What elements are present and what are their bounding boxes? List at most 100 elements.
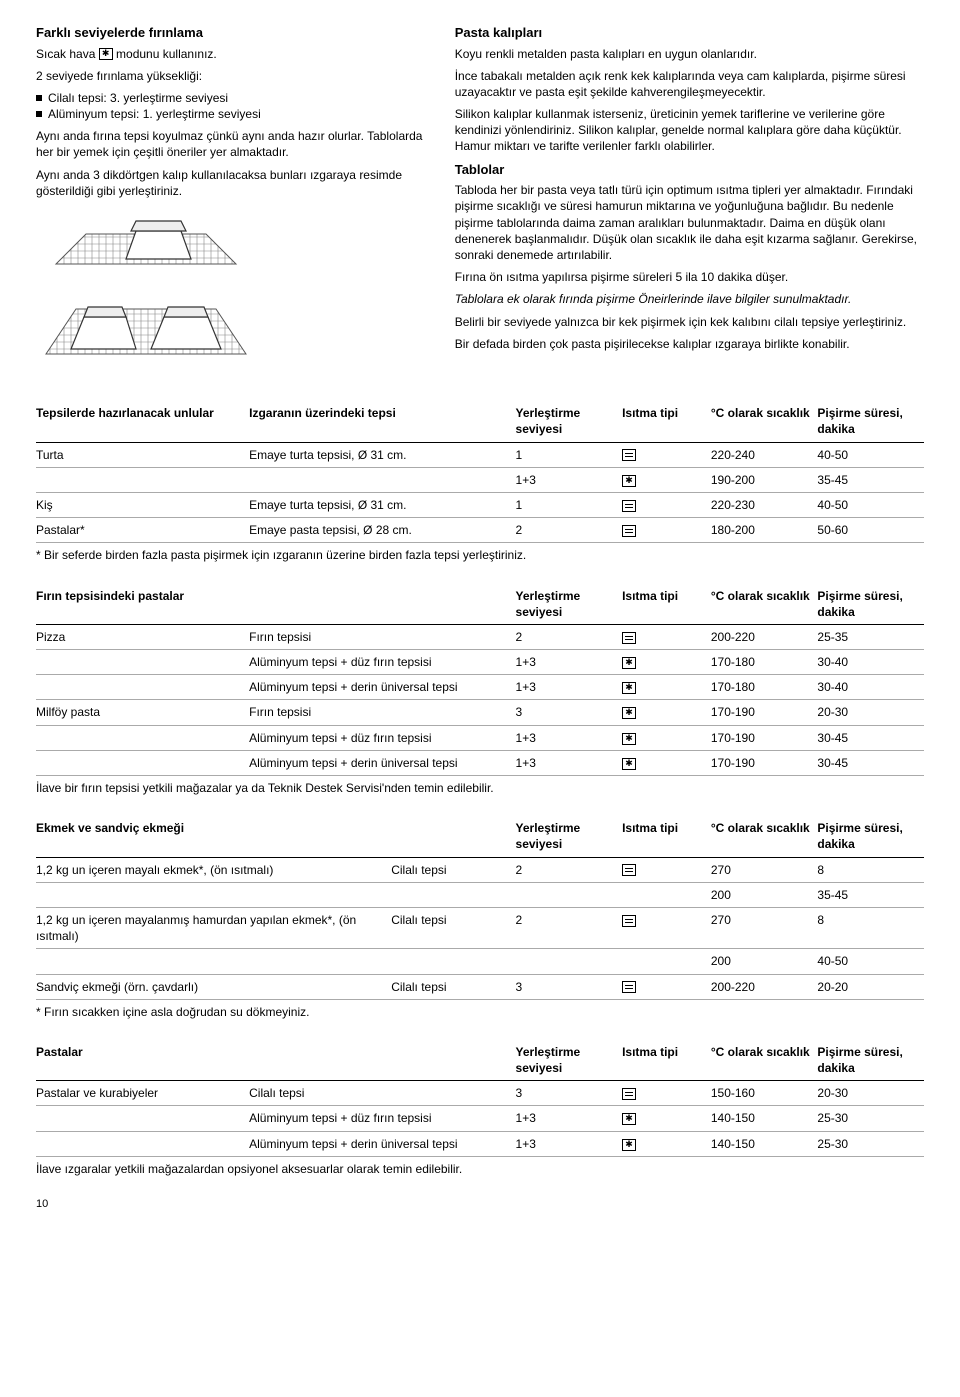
table-header-row: Tepsilerde hazırlanacak unlular Izgaranı… (36, 401, 924, 442)
cell: 1 (516, 492, 623, 517)
table-2-footnote: İlave bir fırın tepsisi yetkili mağazala… (36, 780, 924, 796)
cell: 20-30 (817, 700, 924, 725)
cell: 1 (516, 442, 623, 467)
cell: 40-50 (817, 442, 924, 467)
cell: Pizza (36, 624, 249, 649)
table-row: Milföy pastaFırın tepsisi3170-19020-30 (36, 700, 924, 725)
cell: 8 (817, 907, 924, 948)
cell (622, 907, 711, 948)
cell: 30-40 (817, 675, 924, 700)
cell: 25-30 (817, 1131, 924, 1156)
cell: 8 (817, 857, 924, 882)
th: Yerleştirme seviyesi (516, 816, 623, 857)
hot-air-icon (622, 682, 636, 694)
cell: Pastalar* (36, 518, 249, 543)
cell: Sandviç ekmeği (örn. çavdarlı) (36, 974, 391, 999)
table-2-section: Fırın tepsisindeki pastalar Yerleştirme … (36, 584, 924, 797)
cell (36, 949, 391, 974)
top-bottom-heat-icon (622, 525, 636, 537)
cell: 20-20 (817, 974, 924, 999)
cell (622, 750, 711, 775)
cell: 25-30 (817, 1106, 924, 1131)
cell (622, 518, 711, 543)
cell: Cilalı tepsi (249, 1081, 515, 1106)
cell: Emaye pasta tepsisi, Ø 28 cm. (249, 518, 515, 543)
hot-air-icon (622, 1139, 636, 1151)
top-bottom-heat-icon (622, 449, 636, 461)
cell: 200-220 (711, 624, 818, 649)
cell: Alüminyum tepsi + düz fırın tepsisi (249, 725, 515, 750)
cell: 220-230 (711, 492, 818, 517)
right-p5: Fırına ön ısıtma yapılırsa pişirme sürel… (455, 269, 924, 285)
th: Tepsilerde hazırlanacak unlular (36, 401, 249, 442)
cell (622, 949, 711, 974)
cell (622, 1106, 711, 1131)
th: °C olarak sıcaklık (711, 584, 818, 625)
text: Sıcak hava (36, 47, 99, 61)
hot-air-icon (622, 1113, 636, 1125)
right-heading-1: Pasta kalıpları (455, 24, 924, 42)
top-bottom-heat-icon (622, 915, 636, 927)
list-item: Cilalı tepsi: 3. yerleştirme seviyesi (36, 90, 427, 106)
table-row: KişEmaye turta tepsisi, Ø 31 cm.1220-230… (36, 492, 924, 517)
cell: 1+3 (516, 1106, 623, 1131)
cell: 1+3 (516, 1131, 623, 1156)
cell: 2 (516, 907, 623, 948)
table-row: TurtaEmaye turta tepsisi, Ø 31 cm.1220-2… (36, 442, 924, 467)
cell (622, 1131, 711, 1156)
bullet-icon (36, 95, 42, 101)
table-4: Pastalar Yerleştirme seviyesi Isıtma tip… (36, 1040, 924, 1157)
cell (36, 750, 249, 775)
cell: Cilalı tepsi (391, 857, 515, 882)
cell: Emaye turta tepsisi, Ø 31 cm. (249, 442, 515, 467)
right-p2: İnce tabakalı metalden açık renk kek kal… (455, 68, 924, 100)
cell (622, 700, 711, 725)
cell: Cilalı tepsi (391, 907, 515, 948)
cell: Turta (36, 442, 249, 467)
table-2: Fırın tepsisindeki pastalar Yerleştirme … (36, 584, 924, 777)
hot-air-icon (622, 657, 636, 669)
table-header-row: Pastalar Yerleştirme seviyesi Isıtma tip… (36, 1040, 924, 1081)
cell: 30-45 (817, 750, 924, 775)
table-4-section: Pastalar Yerleştirme seviyesi Isıtma tip… (36, 1040, 924, 1177)
table-row: 20040-50 (36, 949, 924, 974)
th (249, 584, 515, 625)
cell: 1+3 (516, 650, 623, 675)
cell: 2 (516, 518, 623, 543)
th (249, 1040, 515, 1081)
tbody-2: PizzaFırın tepsisi2200-22025-35Alüminyum… (36, 624, 924, 775)
cell: 3 (516, 1081, 623, 1106)
cell (249, 467, 515, 492)
th: Pişirme süresi, dakika (817, 1040, 924, 1081)
right-column: Pasta kalıpları Koyu renkli metalden pas… (455, 24, 924, 383)
cell: Alüminyum tepsi + düz fırın tepsisi (249, 1106, 515, 1131)
cell: 270 (711, 857, 818, 882)
cell (622, 1081, 711, 1106)
cell: Milföy pasta (36, 700, 249, 725)
cell: 1+3 (516, 750, 623, 775)
cell: Cilalı tepsi (391, 974, 515, 999)
page-number: 10 (36, 1197, 924, 1212)
right-p6: Tablolara ek olarak fırında pişirme Önei… (455, 291, 924, 307)
th: Isıtma tipi (622, 816, 711, 857)
oven-figure (36, 209, 256, 383)
intro-columns: Farklı seviyelerde fırınlama Sıcak hava … (36, 24, 924, 383)
cell: Fırın tepsisi (249, 624, 515, 649)
table-row: Alüminyum tepsi + düz fırın tepsisi1+317… (36, 725, 924, 750)
text: Alüminyum tepsi: 1. yerleştirme seviyesi (48, 106, 261, 122)
cell: Pastalar ve kurabiyeler (36, 1081, 249, 1106)
table-row: Alüminyum tepsi + düz fırın tepsisi1+317… (36, 650, 924, 675)
left-p4: Aynı anda 3 dikdörtgen kalıp kullanılaca… (36, 167, 427, 199)
tbody-1: TurtaEmaye turta tepsisi, Ø 31 cm.1 220-2… (36, 442, 924, 543)
table-row: Sandviç ekmeği (örn. çavdarlı)Cilalı tep… (36, 974, 924, 999)
cell (622, 492, 711, 517)
cell: Kiş (36, 492, 249, 517)
cell (622, 882, 711, 907)
cell: 40-50 (817, 949, 924, 974)
table-row: Alüminyum tepsi + derin üniversal tepsi1… (36, 675, 924, 700)
text: Cilalı tepsi: 3. yerleştirme seviyesi (48, 90, 228, 106)
cell: 200 (711, 949, 818, 974)
cell (36, 1106, 249, 1131)
th: Yerleştirme seviyesi (516, 584, 623, 625)
table-1-footnote: * Bir seferde birden fazla pasta pişirme… (36, 547, 924, 563)
